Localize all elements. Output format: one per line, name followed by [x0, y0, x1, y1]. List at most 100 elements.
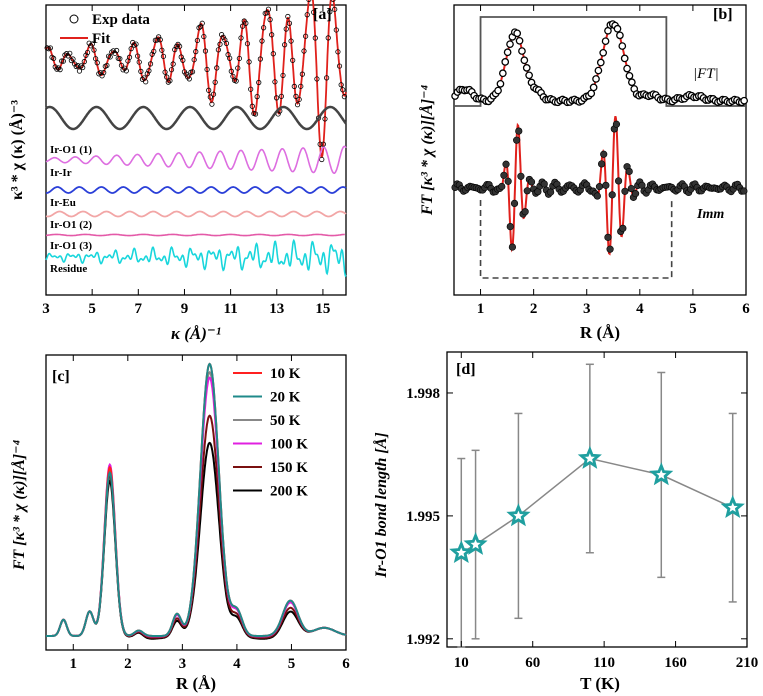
connect-line [460, 457, 734, 554]
x-tick-label: 1 [477, 301, 485, 317]
component-label: Ir-O1 (2) [50, 219, 92, 231]
exp-data-point [270, 51, 276, 57]
exp-data-point [219, 32, 225, 38]
magnitude-point [496, 80, 505, 88]
imaginary-point [521, 208, 529, 216]
imaginary-point [612, 120, 621, 128]
exp-data-point [143, 79, 149, 85]
exp-data-point [62, 52, 68, 58]
exp-data-point [228, 68, 234, 74]
exp-data-point [154, 37, 160, 43]
exp-data-point [304, 12, 310, 18]
panel-b: 1 2 3 4 5 6 [b] |FT| Imm R (Å) FT [κ³ * χ (κ)… [418, 4, 750, 342]
imaginary-point [513, 136, 521, 144]
exp-data-point [330, 0, 336, 2]
exp-data-point [248, 86, 254, 92]
exp-data-point [107, 54, 113, 60]
exp-data-point [94, 60, 100, 66]
exp-data-point [70, 56, 76, 62]
exp-data-point [80, 64, 86, 71]
exp-data-point [156, 34, 162, 40]
panel-c-xlabel: R (Å) [176, 674, 216, 693]
exp-data-point [217, 41, 223, 47]
x-tick-label: 160 [664, 655, 687, 671]
panel-b-curves [451, 16, 748, 279]
exp-data-point [240, 23, 246, 29]
component-label: Ir-Ir [50, 167, 72, 179]
exp-data-point [101, 70, 107, 76]
imaginary-point [597, 160, 606, 168]
magnitude-point [601, 37, 610, 46]
panel-a-xticks: 3 5 7 9 11 13 15 [42, 5, 330, 317]
exp-data-point [286, 20, 293, 26]
y-tick-label: 1.995 [406, 509, 440, 525]
exp-data-point [338, 82, 344, 88]
exp-data-point [204, 66, 210, 73]
exp-data-point [256, 79, 262, 86]
legend-label: 200 K [270, 484, 308, 500]
exp-data-point [164, 74, 170, 80]
magnitude-point [501, 58, 510, 66]
imaginary-point [593, 192, 601, 200]
exp-data-point [246, 59, 252, 65]
exp-data-point [261, 25, 267, 31]
panel-c-xticks: 1 2 3 4 5 6 [70, 355, 350, 672]
exp-data-point [118, 62, 125, 68]
exp-data-point [136, 59, 142, 65]
window-imaginary [479, 200, 673, 279]
exp-data-point [146, 68, 152, 74]
imaginary-point [614, 177, 623, 185]
ir-eu-curve [46, 186, 347, 194]
series-100k [46, 376, 347, 638]
magnitude-point [525, 71, 533, 80]
exp-data-point [193, 49, 199, 55]
legend-exp-data: Exp data [92, 12, 150, 28]
imaginary-point [602, 181, 610, 189]
magnitude-point [494, 86, 502, 95]
component-label: Ir-O1 (1) [50, 144, 92, 156]
legend-label: 20 K [270, 390, 301, 406]
exp-data-point [238, 35, 244, 41]
legend-label: 50 K [270, 413, 301, 429]
x-tick-label: 5 [88, 301, 96, 317]
exp-data-point [333, 27, 339, 33]
imaginary-point [527, 178, 536, 186]
panel-b-ylabel: FT [κ³ * χ (κ)][Å]⁻⁴ [418, 84, 436, 216]
exp-data-point [214, 65, 220, 71]
exp-data-point [320, 141, 326, 147]
exp-data-point [89, 41, 95, 47]
panel-a-label: [a] [313, 6, 332, 23]
panel-a: 3 5 7 9 11 13 15 [a] Exp data Fit Ir-O1 (1) Ir… [8, 0, 347, 343]
exp-data-point [97, 70, 104, 76]
exp-data-point [138, 68, 144, 74]
panel-d-plot [449, 363, 745, 648]
panel-d-xlabel: T (K) [580, 674, 620, 693]
panel-c-label: [c] [52, 368, 70, 385]
magnitude-point [616, 31, 624, 40]
magnitude-point [628, 78, 636, 87]
exp-data-point [265, 6, 272, 12]
imaginary-point [631, 190, 640, 198]
exp-data-point [272, 79, 278, 85]
magnitude-point [594, 66, 603, 75]
exp-data-point [139, 76, 146, 82]
exp-data-point [159, 47, 165, 53]
fit-line [45, 0, 347, 158]
data-point-star [449, 540, 474, 563]
exp-data-point [128, 46, 134, 52]
x-tick-label: 3 [42, 301, 50, 317]
exp-data-point [332, 6, 338, 12]
exp-data-point [335, 49, 341, 55]
x-tick-label: 5 [288, 656, 296, 672]
exp-data-point [291, 83, 297, 89]
data-point-star [649, 462, 674, 486]
imaginary-point [621, 187, 629, 195]
series-50k [46, 370, 347, 638]
exp-data-point [180, 57, 186, 63]
exp-data-point [47, 45, 53, 51]
imaginary-point [523, 187, 531, 195]
exp-data-point [194, 37, 200, 44]
imaginary-point [625, 167, 633, 176]
exp-data-point [109, 49, 115, 55]
exp-data-point [303, 33, 309, 39]
